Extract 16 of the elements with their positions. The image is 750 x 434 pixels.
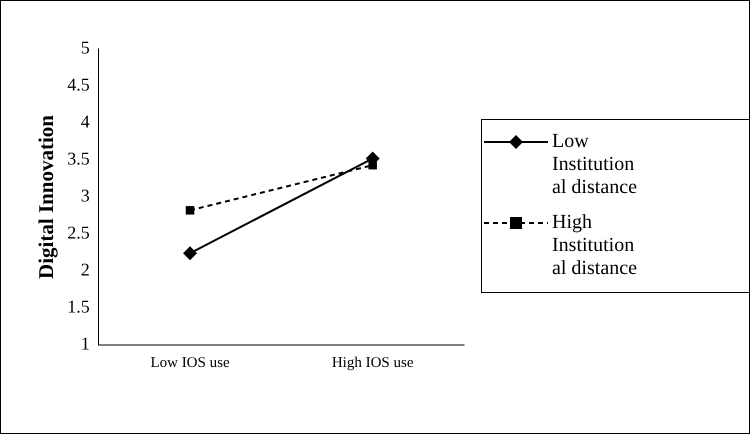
- x-tick-label: High IOS use: [332, 354, 414, 371]
- y-tick-label: 4.5: [67, 74, 90, 95]
- y-tick-label: 4: [80, 112, 90, 132]
- y-axis-title: Digital Innovation: [34, 114, 58, 279]
- y-tick-label: 1.5: [67, 296, 90, 317]
- y-tick-label: 3: [80, 186, 90, 206]
- y-tick-label: 1: [80, 334, 90, 354]
- y-tick-label: 2.5: [67, 222, 90, 243]
- y-tick-label: 5: [80, 38, 90, 58]
- point: [186, 206, 194, 215]
- point: [183, 246, 198, 260]
- legend-label: High Institutional distance: [552, 211, 638, 280]
- legend-label: Low Institutional distance: [552, 130, 638, 199]
- x-tick-label: Low IOS use: [150, 354, 230, 371]
- y-tick-label: 2: [80, 260, 90, 280]
- y-tick-label: 3.5: [67, 148, 90, 169]
